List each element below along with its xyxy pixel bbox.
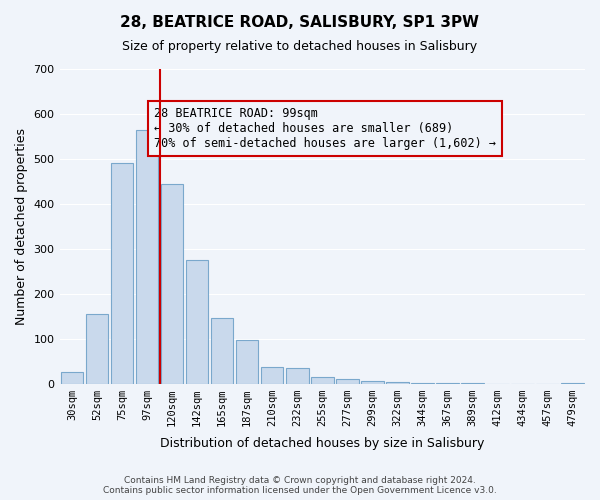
Bar <box>211 318 233 384</box>
X-axis label: Distribution of detached houses by size in Salisbury: Distribution of detached houses by size … <box>160 437 484 450</box>
Y-axis label: Number of detached properties: Number of detached properties <box>15 128 28 325</box>
Bar <box>336 379 359 384</box>
Bar <box>161 184 184 384</box>
Bar <box>111 164 133 384</box>
Bar <box>86 314 109 384</box>
Bar <box>361 382 383 384</box>
Text: Contains HM Land Registry data © Crown copyright and database right 2024.
Contai: Contains HM Land Registry data © Crown c… <box>103 476 497 495</box>
Bar <box>261 367 283 384</box>
Bar <box>561 382 584 384</box>
Text: Size of property relative to detached houses in Salisbury: Size of property relative to detached ho… <box>122 40 478 53</box>
Bar <box>411 382 434 384</box>
Bar <box>311 377 334 384</box>
Bar <box>136 130 158 384</box>
Bar <box>386 382 409 384</box>
Bar <box>236 340 259 384</box>
Bar <box>286 368 308 384</box>
Bar <box>61 372 83 384</box>
Bar <box>436 382 458 384</box>
Text: 28 BEATRICE ROAD: 99sqm
← 30% of detached houses are smaller (689)
70% of semi-d: 28 BEATRICE ROAD: 99sqm ← 30% of detache… <box>154 106 496 150</box>
Bar <box>186 260 208 384</box>
Text: 28, BEATRICE ROAD, SALISBURY, SP1 3PW: 28, BEATRICE ROAD, SALISBURY, SP1 3PW <box>121 15 479 30</box>
